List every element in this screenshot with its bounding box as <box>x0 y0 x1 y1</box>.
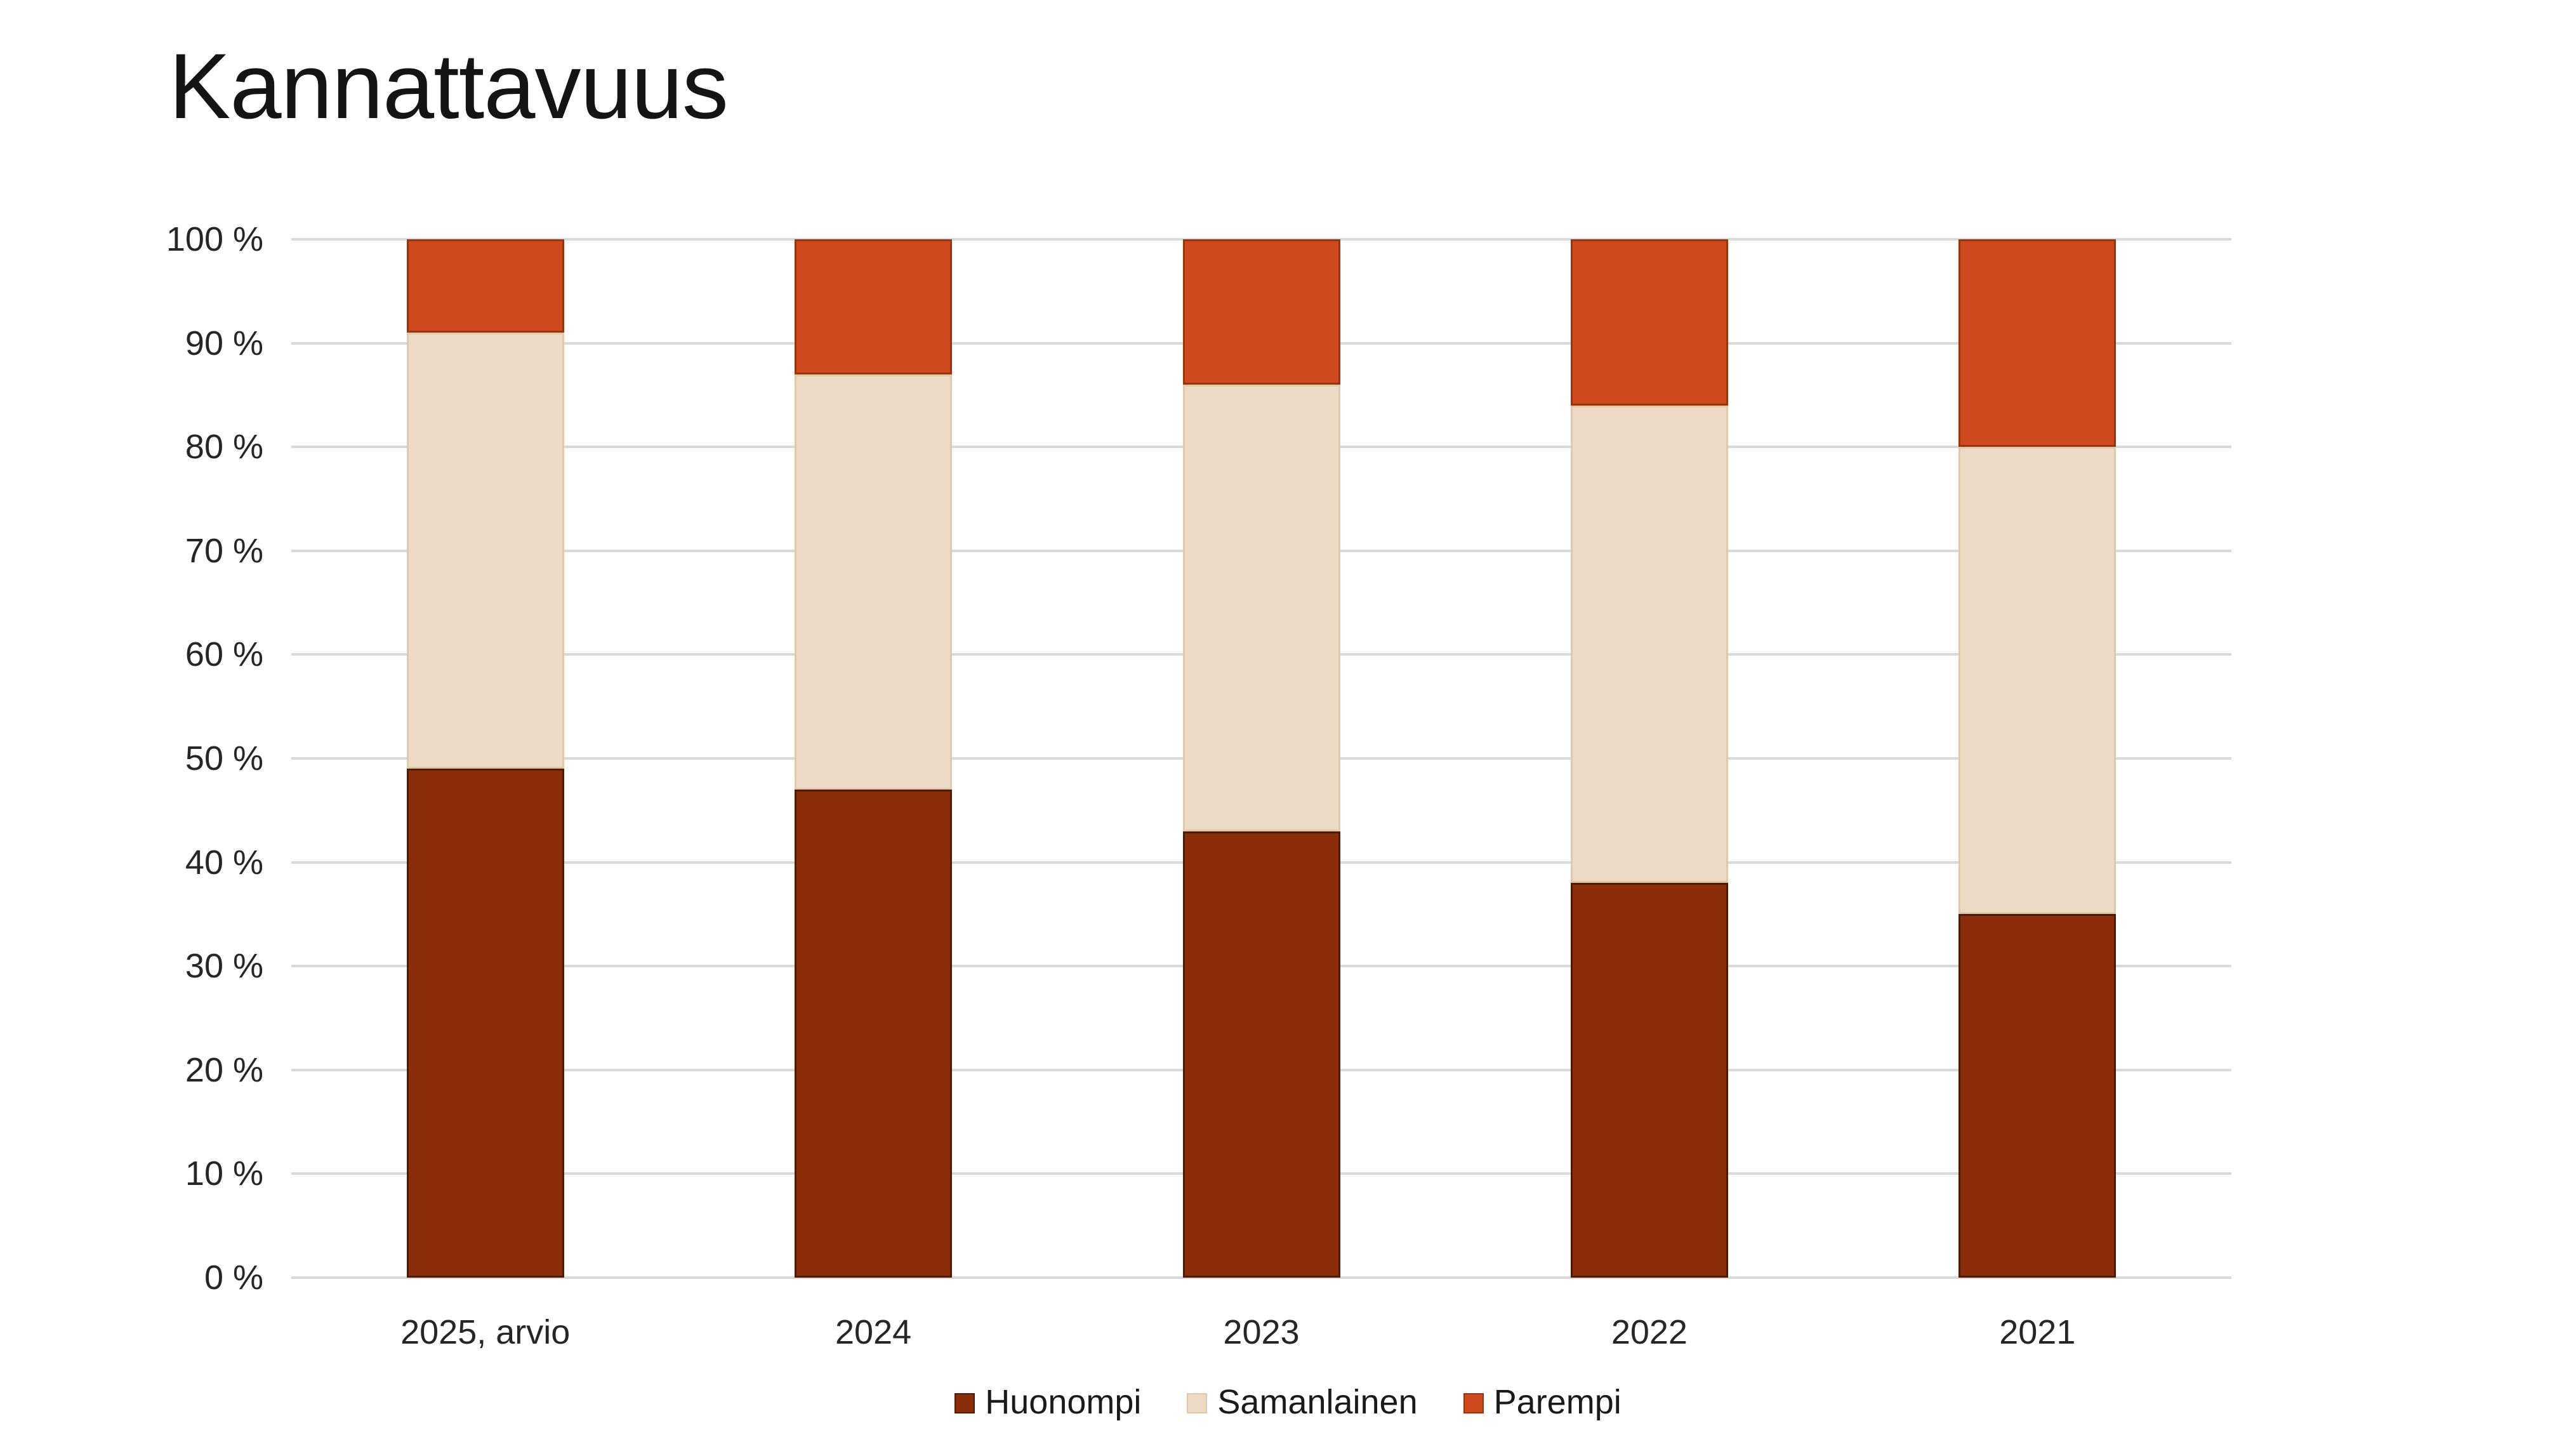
gridline-0 <box>291 1276 2231 1279</box>
legend-swatch-icon <box>954 1393 975 1413</box>
y-tick-label-70: 70 % <box>185 531 263 570</box>
y-tick-label-50: 50 % <box>185 739 263 777</box>
bar-segment-huonompi-3 <box>1570 883 1728 1278</box>
bar-segment-parempi-4 <box>1958 239 2117 447</box>
x-tick-label-3: 2022 <box>1611 1313 1688 1351</box>
bar-segment-parempi-2 <box>1182 239 1340 385</box>
legend-swatch-icon <box>1187 1393 1208 1413</box>
bar-segment-parempi-3 <box>1570 239 1728 406</box>
y-tick-label-40: 40 % <box>185 843 263 882</box>
y-tick-label-30: 30 % <box>185 947 263 986</box>
x-tick-label-1: 2024 <box>835 1313 912 1351</box>
y-tick-label-90: 90 % <box>185 324 263 362</box>
bar-segment-samanlainen-4 <box>1958 447 2117 915</box>
x-tick-label-2: 2023 <box>1223 1313 1300 1351</box>
bar-segment-samanlainen-2 <box>1182 385 1340 831</box>
y-tick-label-60: 60 % <box>185 635 263 674</box>
legend-item-samanlainen: Samanlainen <box>1187 1382 1418 1422</box>
x-tick-label-4: 2021 <box>1999 1313 2076 1351</box>
legend: Huonompi Samanlainen Parempi <box>0 1382 2576 1422</box>
legend-item-huonompi: Huonompi <box>954 1382 1141 1422</box>
bar-segment-huonompi-1 <box>795 790 953 1278</box>
bar-segment-huonompi-0 <box>406 769 564 1278</box>
bar-segment-huonompi-4 <box>1958 914 2117 1278</box>
y-tick-label-10: 10 % <box>185 1155 263 1193</box>
legend-item-parempi: Parempi <box>1463 1382 1622 1422</box>
plot-area <box>291 238 2231 1279</box>
bar-segment-samanlainen-1 <box>795 374 953 790</box>
legend-label: Parempi <box>1493 1383 1622 1421</box>
y-tick-label-20: 20 % <box>185 1050 263 1089</box>
x-tick-label-0: 2025, arvio <box>400 1313 571 1351</box>
bar-segment-samanlainen-3 <box>1570 405 1728 883</box>
legend-swatch-icon <box>1463 1393 1484 1413</box>
bar-segment-parempi-1 <box>795 239 953 374</box>
legend-label: Huonompi <box>985 1383 1142 1421</box>
chart-title: Kannattavuus <box>169 34 729 138</box>
y-tick-label-0: 0 % <box>204 1259 263 1297</box>
y-tick-label-100: 100 % <box>166 220 263 258</box>
bar-segment-parempi-0 <box>406 239 564 333</box>
bar-segment-huonompi-2 <box>1182 831 1340 1278</box>
y-tick-label-80: 80 % <box>185 428 263 466</box>
legend-label: Samanlainen <box>1217 1383 1418 1421</box>
bar-segment-samanlainen-0 <box>406 333 564 769</box>
